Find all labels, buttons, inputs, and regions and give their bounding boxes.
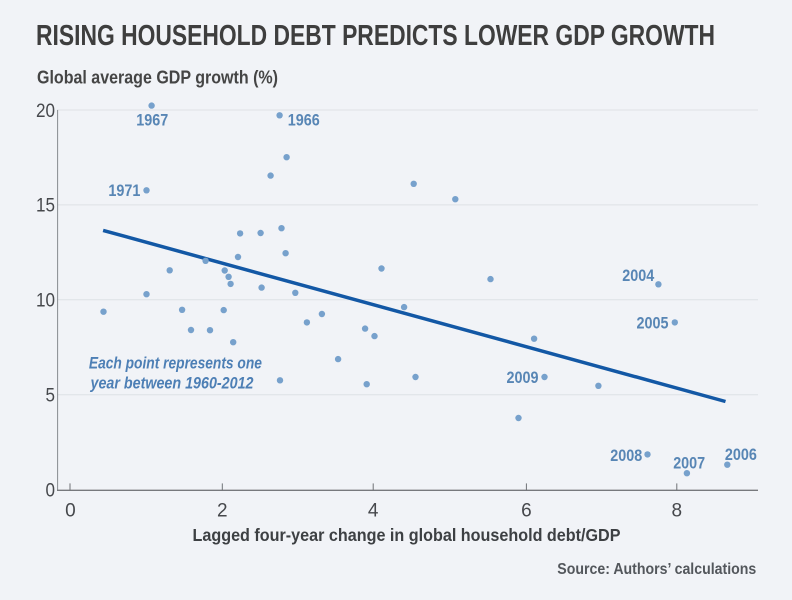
svg-text:2008: 2008 bbox=[610, 447, 642, 465]
svg-text:4: 4 bbox=[368, 501, 379, 522]
svg-text:Source: Authors’ calculations: Source: Authors’ calculations bbox=[557, 561, 756, 578]
svg-text:10: 10 bbox=[36, 291, 55, 312]
svg-text:1966: 1966 bbox=[288, 112, 320, 130]
svg-text:1967: 1967 bbox=[136, 112, 168, 130]
svg-text:1971: 1971 bbox=[108, 182, 140, 200]
svg-text:2006: 2006 bbox=[725, 446, 757, 464]
svg-text:15: 15 bbox=[36, 196, 55, 217]
svg-text:Lagged four-year change in glo: Lagged four-year change in global househ… bbox=[193, 525, 621, 545]
svg-text:Global average GDP growth (%): Global average GDP growth (%) bbox=[37, 68, 278, 88]
svg-text:6: 6 bbox=[521, 501, 532, 522]
svg-text:0: 0 bbox=[65, 501, 76, 522]
svg-text:2004: 2004 bbox=[622, 267, 655, 285]
svg-text:8: 8 bbox=[672, 501, 683, 522]
svg-text:20: 20 bbox=[36, 101, 55, 122]
svg-text:2007: 2007 bbox=[673, 455, 705, 473]
svg-text:0: 0 bbox=[46, 481, 56, 502]
svg-text:2005: 2005 bbox=[637, 315, 669, 333]
svg-text:Each point represents one: Each point represents one bbox=[89, 353, 262, 372]
svg-text:year between 1960-2012: year between 1960-2012 bbox=[90, 374, 254, 393]
svg-text:RISING HOUSEHOLD DEBT PREDICTS: RISING HOUSEHOLD DEBT PREDICTS LOWER GDP… bbox=[36, 20, 715, 52]
svg-text:2009: 2009 bbox=[507, 369, 539, 387]
svg-text:5: 5 bbox=[46, 386, 56, 407]
svg-text:2: 2 bbox=[217, 501, 228, 522]
